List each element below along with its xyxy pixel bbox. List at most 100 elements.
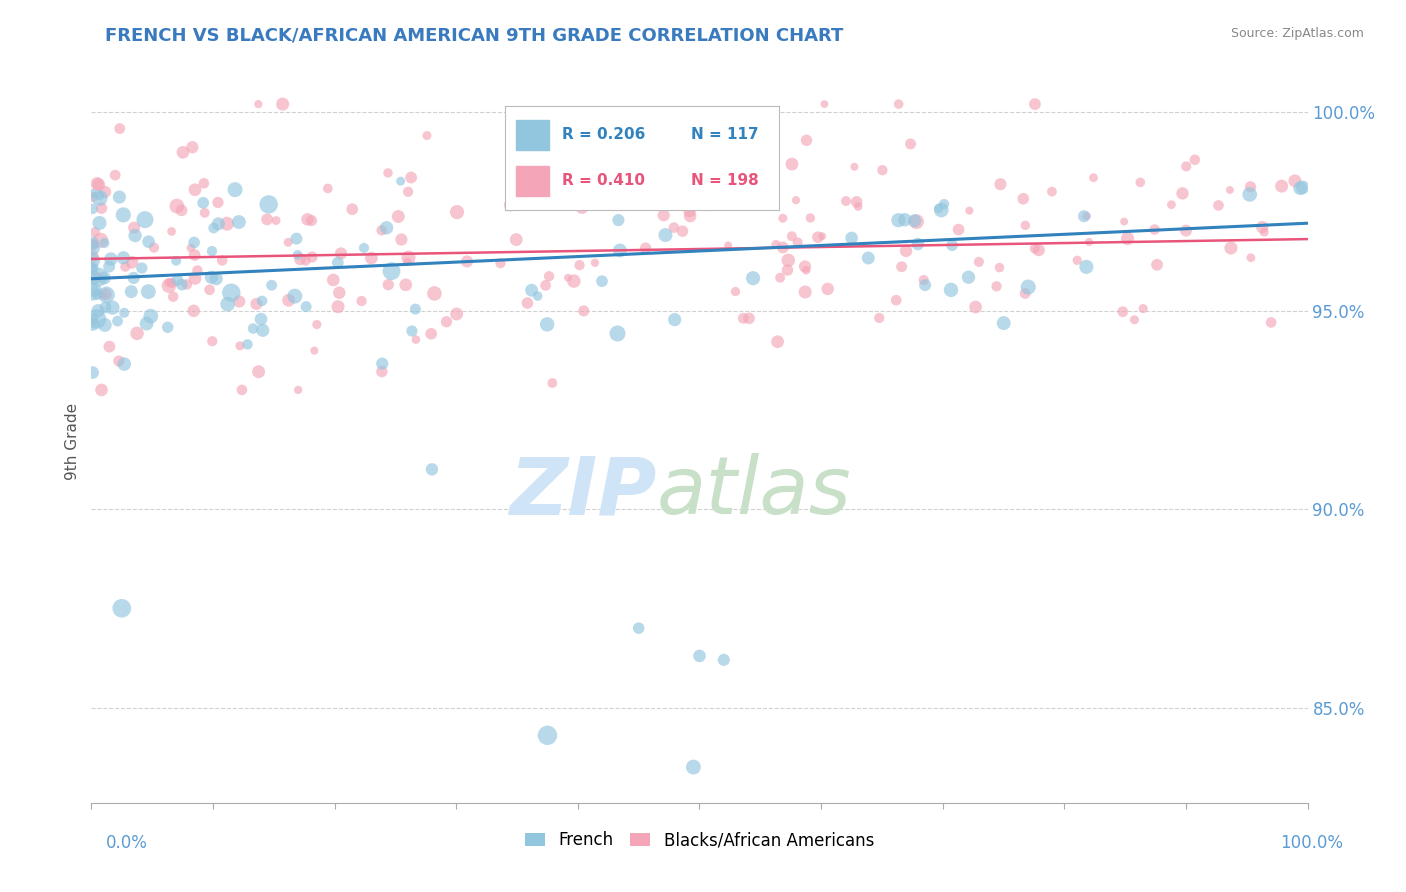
Text: ZIP: ZIP [509, 453, 657, 531]
Point [1078, 235, 1101, 249]
Point [201, 334, 224, 349]
Point [114, 260, 136, 274]
Point [912, 273, 935, 287]
Point [526, 289, 548, 303]
Point [350, 293, 373, 308]
Point [562, 274, 585, 288]
Point [890, 260, 912, 274]
Point [1239, 179, 1261, 194]
Text: Source: ZipAtlas.com: Source: ZipAtlas.com [1230, 27, 1364, 40]
Point [841, 231, 863, 245]
Point [387, 210, 409, 224]
Point [82, 285, 104, 299]
Point [202, 221, 225, 235]
Point [124, 228, 146, 243]
Point [82, 250, 104, 264]
Point [84, 225, 107, 239]
Point [456, 254, 478, 268]
Point [207, 195, 229, 210]
Point [229, 339, 252, 353]
Point [1116, 231, 1139, 245]
Point [157, 278, 180, 293]
Point [1289, 181, 1312, 195]
Point [957, 270, 980, 285]
Point [277, 293, 299, 308]
Point [1291, 180, 1313, 194]
Point [948, 222, 970, 236]
Point [1253, 225, 1275, 239]
Point [290, 252, 312, 266]
Point [377, 277, 399, 292]
Point [193, 177, 215, 191]
Point [858, 251, 880, 265]
Point [398, 251, 420, 265]
Point [93, 235, 115, 250]
Point [121, 255, 143, 269]
Point [112, 208, 135, 222]
Point [499, 198, 522, 212]
Point [1240, 251, 1263, 265]
Point [1143, 222, 1166, 236]
Point [245, 297, 267, 311]
Point [536, 728, 558, 742]
Point [100, 252, 122, 266]
Point [436, 315, 458, 329]
Point [662, 220, 685, 235]
Point [1208, 198, 1230, 212]
Point [401, 324, 423, 338]
Point [380, 264, 402, 278]
Point [591, 274, 613, 288]
Point [231, 383, 253, 397]
Point [160, 225, 183, 239]
Point [589, 194, 612, 209]
Point [180, 241, 202, 255]
Point [82, 186, 104, 201]
Point [1014, 219, 1036, 233]
Point [884, 293, 907, 308]
Point [785, 193, 807, 207]
Point [377, 166, 399, 180]
Point [264, 213, 287, 227]
Point [181, 140, 204, 154]
Point [326, 255, 349, 269]
Point [183, 248, 205, 262]
Point [489, 256, 512, 270]
Point [104, 168, 127, 182]
Point [536, 318, 558, 332]
Point [193, 195, 215, 210]
Point [512, 178, 534, 193]
Point [929, 203, 952, 218]
Point [1219, 241, 1241, 255]
Point [606, 326, 628, 341]
Point [780, 157, 803, 171]
Point [568, 258, 591, 272]
Point [211, 253, 233, 268]
Point [86, 312, 108, 326]
Point [813, 97, 835, 112]
Point [86, 177, 108, 191]
Point [143, 241, 166, 255]
Legend: French, Blacks/African Americans: French, Blacks/African Americans [519, 824, 880, 856]
Point [184, 183, 207, 197]
Text: atlas: atlas [657, 453, 852, 531]
Point [242, 321, 264, 335]
Point [678, 204, 700, 219]
Point [576, 194, 599, 208]
Point [654, 227, 676, 242]
Point [720, 144, 742, 158]
Point [194, 206, 217, 220]
Point [353, 241, 375, 255]
Point [82, 202, 104, 216]
Point [914, 278, 936, 293]
Point [932, 197, 955, 211]
Point [905, 214, 928, 228]
Point [939, 283, 962, 297]
Point [360, 251, 382, 265]
Point [186, 263, 208, 277]
Point [1024, 242, 1046, 256]
Point [389, 174, 412, 188]
Point [135, 317, 157, 331]
Point [87, 270, 110, 285]
Point [395, 277, 418, 292]
Point [538, 269, 561, 284]
